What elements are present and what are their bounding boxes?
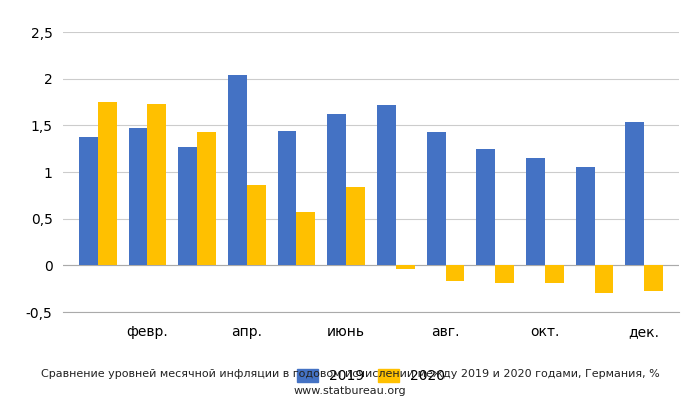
Bar bbox=[228, 75, 247, 265]
Bar bbox=[526, 158, 545, 265]
Bar bbox=[328, 114, 346, 265]
Bar bbox=[129, 128, 148, 265]
Bar bbox=[395, 265, 414, 269]
Bar bbox=[278, 131, 297, 265]
Bar bbox=[426, 132, 445, 265]
Bar bbox=[178, 147, 197, 265]
Bar bbox=[445, 265, 464, 281]
Bar bbox=[377, 105, 395, 265]
Bar bbox=[98, 102, 117, 265]
Bar bbox=[247, 185, 266, 265]
Bar bbox=[644, 265, 663, 290]
Legend: 2019, 2020: 2019, 2020 bbox=[297, 369, 445, 383]
Bar bbox=[346, 187, 365, 265]
Text: Сравнение уровней месячной инфляции в годовом исчислении между 2019 и 2020 годам: Сравнение уровней месячной инфляции в го… bbox=[41, 369, 659, 379]
Bar bbox=[575, 167, 594, 265]
Text: www.statbureau.org: www.statbureau.org bbox=[294, 386, 406, 396]
Bar bbox=[79, 138, 98, 265]
Bar bbox=[197, 132, 216, 265]
Bar bbox=[594, 265, 613, 293]
Bar bbox=[545, 265, 564, 283]
Bar bbox=[297, 212, 316, 265]
Bar bbox=[625, 122, 644, 265]
Bar bbox=[148, 104, 167, 265]
Bar bbox=[495, 265, 514, 283]
Bar bbox=[476, 149, 495, 265]
